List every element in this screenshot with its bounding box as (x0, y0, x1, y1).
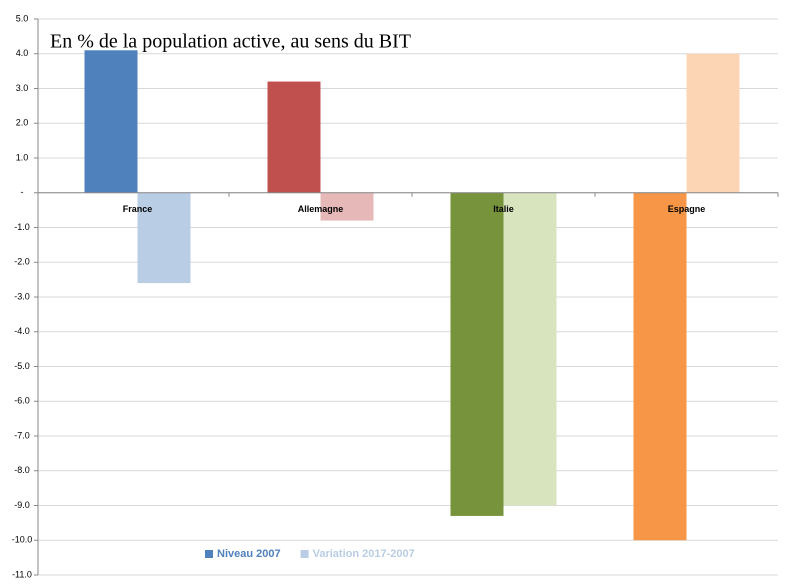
bar (633, 192, 687, 541)
x-tick-label: Espagne (668, 204, 706, 214)
y-tick-label: -8.0 (14, 465, 30, 475)
legend-swatch (205, 550, 213, 558)
y-tick-label: 4.0 (16, 48, 29, 58)
y-tick-label: -3.0 (14, 291, 30, 301)
y-tick-label: -1.0 (14, 222, 30, 232)
y-tick-label: -4.0 (14, 326, 30, 336)
bar (84, 50, 138, 193)
y-tick-label: 2.0 (16, 118, 29, 128)
bar (320, 192, 374, 221)
y-tick-label: -9.0 (14, 500, 30, 510)
y-tick-label: 1.0 (16, 152, 29, 162)
legend-label: Niveau 2007 (217, 548, 281, 560)
legend-swatch (300, 550, 309, 558)
x-tick-label: Italie (493, 204, 514, 214)
bar (267, 81, 321, 193)
y-tick-label: -11.0 (12, 569, 32, 579)
annotation: En % de la population active, au sens du… (50, 31, 411, 53)
bar (503, 192, 557, 506)
bar (686, 53, 740, 193)
y-tick-label: -2.0 (14, 257, 30, 267)
x-tick-label: France (123, 204, 153, 214)
y-tick-label: -5.0 (14, 361, 30, 371)
legend-label: Variation 2017-2007 (313, 548, 415, 560)
bar (450, 192, 504, 516)
y-tick-label: 3.0 (16, 83, 29, 93)
x-tick-label: Allemagne (298, 204, 344, 214)
y-tick-label: -10.0 (12, 535, 33, 545)
y-tick-label: 5.0 (16, 13, 29, 23)
bar (137, 192, 191, 284)
y-tick-label: - (21, 187, 24, 197)
y-tick-label: -7.0 (14, 430, 30, 440)
y-tick-label: -6.0 (14, 396, 30, 406)
